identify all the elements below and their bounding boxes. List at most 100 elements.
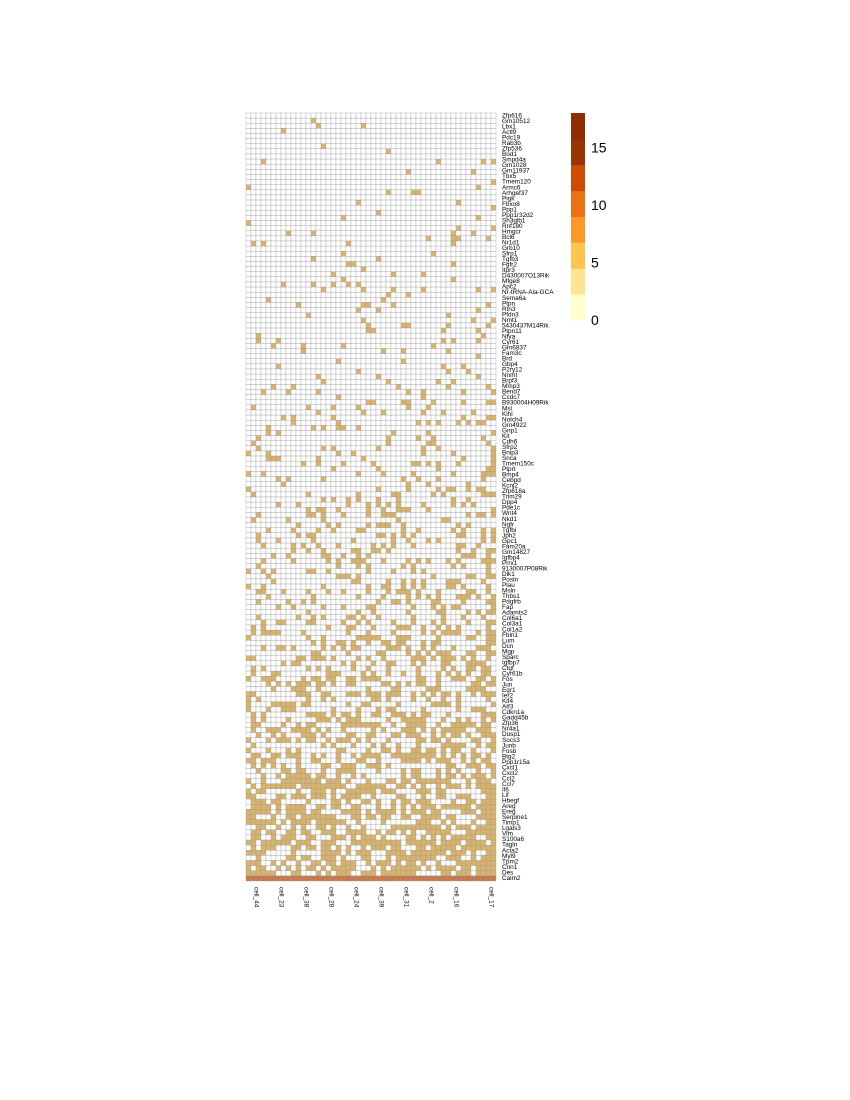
heatmap-cell	[265, 225, 272, 231]
heatmap-cell	[435, 338, 442, 344]
heatmap-cell	[470, 420, 477, 426]
heatmap-cell	[305, 174, 312, 180]
heatmap-cell	[405, 271, 412, 278]
heatmap-cell	[250, 179, 257, 185]
heatmap-cell	[395, 174, 402, 180]
heatmap-cell	[415, 420, 422, 426]
heatmap-cell	[365, 112, 372, 119]
heatmap-cell	[365, 302, 372, 308]
heatmap-cell	[480, 420, 487, 426]
heatmap-cell	[435, 297, 442, 303]
heatmap-cell	[490, 476, 497, 482]
heatmap-cell	[335, 425, 342, 431]
heatmap-cell	[460, 583, 467, 590]
heatmap-cell	[375, 578, 382, 585]
heatmap-cell	[445, 348, 452, 354]
heatmap-cell	[420, 363, 427, 370]
heatmap-cell	[470, 553, 477, 559]
heatmap-cell	[385, 399, 392, 406]
heatmap-cell	[365, 399, 372, 406]
heatmap-cell	[270, 512, 277, 518]
heatmap-cell	[490, 573, 497, 580]
heatmap-cell	[285, 292, 292, 298]
heatmap-cell	[380, 276, 387, 283]
heatmap-cell	[335, 322, 342, 329]
heatmap-cell	[245, 583, 252, 590]
heatmap-cell	[410, 573, 417, 580]
heatmap-cell	[475, 312, 482, 318]
heatmap-cell	[385, 353, 392, 359]
heatmap-cell	[430, 542, 437, 549]
heatmap-cell	[415, 573, 422, 580]
heatmap-cell	[350, 384, 357, 390]
heatmap-cell	[405, 169, 412, 175]
heatmap-cell	[330, 414, 337, 421]
heatmap-cell	[375, 235, 382, 242]
heatmap-cell	[440, 394, 447, 400]
heatmap-cell	[465, 281, 472, 288]
heatmap-cell	[440, 373, 447, 380]
heatmap-cell	[330, 317, 337, 324]
heatmap-cell	[285, 379, 292, 385]
heatmap-cell	[340, 486, 347, 493]
heatmap-cell	[405, 133, 412, 139]
heatmap-cell	[335, 251, 342, 257]
heatmap-cell	[425, 148, 432, 155]
heatmap-cell	[345, 251, 352, 257]
heatmap-cell	[460, 594, 467, 600]
heatmap-cell	[320, 281, 327, 288]
heatmap-cell	[295, 317, 302, 324]
heatmap-cell	[290, 348, 297, 354]
heatmap-cell	[245, 128, 252, 134]
heatmap-cell	[475, 281, 482, 288]
heatmap-cell	[450, 568, 457, 574]
heatmap-cell	[470, 609, 477, 615]
heatmap-cell	[255, 414, 262, 421]
heatmap-cell	[245, 322, 252, 329]
heatmap-cell	[320, 332, 327, 339]
heatmap-cell	[380, 384, 387, 390]
heatmap-cell	[395, 143, 402, 150]
heatmap-cell	[420, 338, 427, 344]
heatmap-cell	[430, 450, 437, 457]
heatmap-cell	[320, 414, 327, 421]
heatmap-cell	[410, 491, 417, 498]
heatmap-cell	[315, 558, 322, 564]
heatmap-cell	[410, 286, 417, 293]
heatmap-cell	[335, 573, 342, 580]
heatmap-cell	[300, 445, 307, 452]
heatmap-cell	[255, 425, 262, 431]
heatmap-cell	[445, 619, 452, 626]
heatmap-cell	[270, 604, 277, 610]
heatmap-cell	[420, 481, 427, 487]
heatmap-cell	[390, 133, 397, 139]
heatmap-cell	[375, 522, 382, 528]
heatmap-cell	[265, 363, 272, 370]
heatmap-cell	[450, 394, 457, 400]
heatmap-cell	[420, 368, 427, 375]
heatmap-cell	[380, 179, 387, 185]
heatmap-cell	[465, 379, 472, 385]
heatmap-cell	[305, 481, 312, 487]
heatmap-cell	[330, 594, 337, 600]
heatmap-cell	[490, 117, 497, 124]
heatmap-cell	[435, 358, 442, 365]
heatmap-cell	[285, 476, 292, 482]
heatmap-cell	[315, 164, 322, 170]
heatmap-cell	[440, 604, 447, 610]
heatmap-cell	[430, 164, 437, 170]
heatmap-cell	[250, 563, 257, 569]
heatmap-cell	[330, 389, 337, 395]
heatmap-cell	[375, 204, 382, 211]
heatmap-cell	[440, 353, 447, 359]
heatmap-cell	[405, 583, 412, 590]
heatmap-cell	[490, 568, 497, 574]
heatmap-cell	[320, 266, 327, 272]
heatmap-cell	[290, 133, 297, 139]
heatmap-cell	[420, 588, 427, 595]
heatmap-cell	[450, 537, 457, 544]
heatmap-cell	[270, 568, 277, 574]
heatmap-cell	[255, 133, 262, 139]
heatmap-cell	[385, 496, 392, 503]
heatmap-cell	[280, 599, 287, 605]
